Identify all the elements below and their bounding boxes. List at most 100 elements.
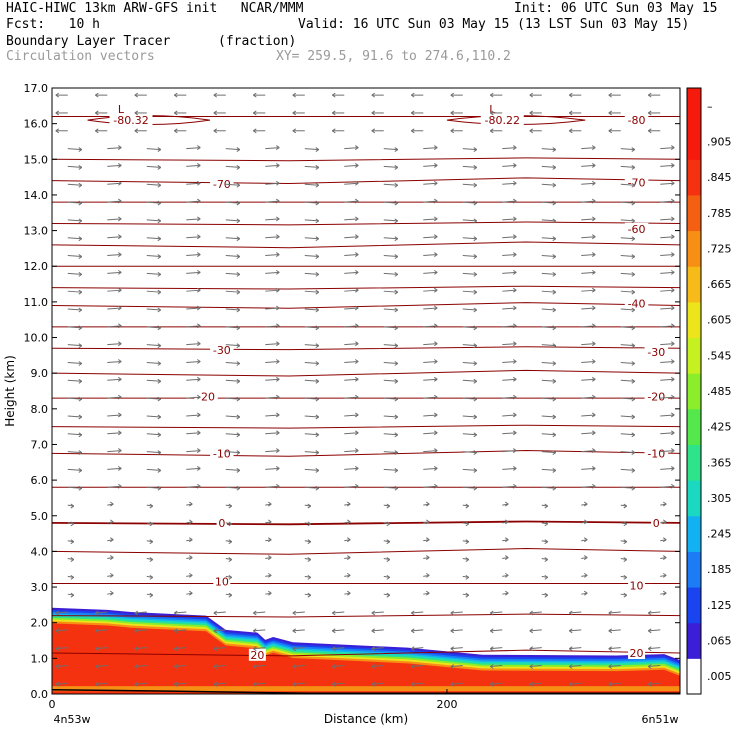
- vector-head: [157, 361, 162, 366]
- vector-head: [354, 483, 359, 489]
- vector-arrow: [383, 165, 398, 168]
- low-marker: L: [489, 103, 496, 116]
- vector-head: [670, 216, 675, 222]
- contour-line: [51, 302, 681, 309]
- vector-head: [134, 646, 139, 652]
- vector-head: [552, 468, 557, 473]
- vector-arrow: [146, 361, 161, 364]
- vector-arrow: [620, 379, 635, 382]
- vector-arrow: [502, 307, 517, 310]
- vector-arrow: [67, 165, 82, 168]
- vector-head: [631, 200, 636, 206]
- vector-head: [276, 323, 280, 329]
- vector-arrow: [371, 664, 384, 667]
- vector-arrow: [253, 629, 266, 632]
- contour-label: -30: [213, 344, 231, 357]
- colorbar-segment: [687, 123, 701, 160]
- vector-head: [670, 466, 675, 471]
- contour-label-bg: [628, 579, 646, 592]
- vector-head: [315, 182, 320, 188]
- vector-head: [174, 92, 178, 98]
- vector-arrow: [581, 182, 596, 185]
- vector-head: [149, 592, 154, 598]
- vector-head: [189, 537, 193, 543]
- vector-head: [583, 501, 588, 507]
- vector-arrow: [383, 272, 398, 275]
- vector-head: [425, 501, 430, 507]
- vector-arrow: [581, 236, 596, 239]
- y-tick-label: 14.0: [24, 189, 49, 202]
- vector-arrow: [569, 682, 582, 685]
- colorbar-label: .725: [707, 242, 732, 255]
- vector-head: [197, 287, 201, 293]
- colorbar-segment: [687, 444, 701, 481]
- vector-head: [236, 343, 241, 349]
- vector-arrow: [423, 147, 438, 150]
- vector-head: [118, 252, 122, 257]
- vector-arrow: [462, 165, 477, 168]
- vector-arrow: [383, 415, 398, 418]
- vector-head: [394, 182, 399, 188]
- vector-head: [354, 145, 359, 151]
- vector-head: [268, 519, 272, 525]
- y-tick-label: 15.0: [24, 153, 49, 166]
- vector-head: [529, 664, 534, 669]
- vector-arrow: [620, 361, 635, 364]
- vector-arrow: [581, 271, 596, 274]
- vector-arrow: [462, 397, 477, 400]
- vector-arrow: [660, 432, 675, 435]
- vector-head: [670, 287, 675, 293]
- vector-arrow: [67, 397, 82, 400]
- vector-arrow: [344, 485, 359, 488]
- vector-head: [149, 557, 154, 562]
- vector-head: [504, 572, 509, 578]
- vector-arrow: [423, 467, 438, 470]
- vector-arrow: [186, 254, 201, 257]
- vector-arrow: [225, 326, 240, 329]
- vector-head: [670, 305, 675, 311]
- vector-head: [608, 628, 613, 634]
- vector-head: [583, 519, 588, 525]
- vector-head: [118, 216, 122, 222]
- vector-arrow: [502, 432, 517, 435]
- vector-head: [623, 521, 628, 527]
- contour-label-bg: [624, 297, 649, 310]
- vector-head: [552, 432, 557, 438]
- vector-head: [118, 341, 122, 347]
- colorbar-label: .305: [707, 492, 732, 505]
- vector-arrow: [186, 164, 201, 167]
- vector-head: [118, 483, 122, 489]
- vector-head: [631, 271, 636, 277]
- vector-head: [512, 216, 517, 222]
- vector-head: [236, 147, 241, 153]
- vector-head: [149, 503, 154, 509]
- vector-head: [315, 396, 320, 402]
- vector-head: [292, 128, 297, 134]
- vector-head: [118, 323, 122, 329]
- plot-frame: [51, 87, 681, 695]
- contour-label-bg: [210, 178, 234, 191]
- vector-arrow: [648, 629, 661, 632]
- vector-head: [197, 305, 201, 311]
- vector-head: [512, 305, 517, 311]
- vector-arrow: [225, 272, 240, 275]
- vector-arrow: [660, 396, 675, 399]
- vector-head: [473, 147, 478, 153]
- colorbar-segment: [687, 373, 701, 410]
- vector-arrow: [265, 289, 280, 292]
- vector-head: [591, 376, 596, 382]
- colorbar-label: .005: [707, 670, 732, 683]
- vector-arrow: [648, 664, 661, 667]
- vector-arrow: [67, 326, 82, 329]
- vector-arrow: [371, 629, 384, 632]
- vector-arrow: [304, 344, 319, 347]
- vector-arrow: [225, 397, 240, 400]
- colorbar-label: .065: [707, 635, 732, 648]
- y-tick-label: 10.0: [24, 332, 49, 345]
- contour-label: 0: [653, 517, 660, 530]
- vector-head: [512, 234, 517, 240]
- vector-head: [631, 378, 636, 384]
- vector-head: [315, 254, 320, 259]
- vector-head: [631, 414, 636, 420]
- vector-arrow: [383, 148, 398, 151]
